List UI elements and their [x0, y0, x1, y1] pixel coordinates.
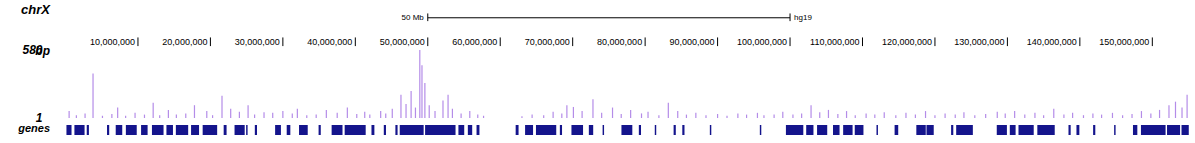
svg-text:50,000,000: 50,000,000: [380, 37, 425, 47]
svg-text:30,000,000: 30,000,000: [235, 37, 280, 47]
svg-text:100,000,000: 100,000,000: [737, 37, 787, 47]
svg-text:50 Mb: 50 Mb: [402, 13, 425, 22]
svg-text:40,000,000: 40,000,000: [307, 37, 352, 47]
svg-text:70,000,000: 70,000,000: [525, 37, 570, 47]
svg-text:60,000,000: 60,000,000: [452, 37, 497, 47]
svg-text:10,000,000: 10,000,000: [90, 37, 135, 47]
svg-text:140,000,000: 140,000,000: [1027, 37, 1077, 47]
svg-text:90,000,000: 90,000,000: [670, 37, 715, 47]
svg-text:130,000,000: 130,000,000: [954, 37, 1004, 47]
svg-text:110,000,000: 110,000,000: [810, 37, 859, 47]
svg-text:80,000,000: 80,000,000: [597, 37, 642, 47]
svg-text:20,000,000: 20,000,000: [162, 37, 207, 47]
svg-text:150,000,000: 150,000,000: [1099, 37, 1149, 47]
svg-text:120,000,000: 120,000,000: [882, 37, 932, 47]
svg-text:hg19: hg19: [794, 13, 812, 22]
